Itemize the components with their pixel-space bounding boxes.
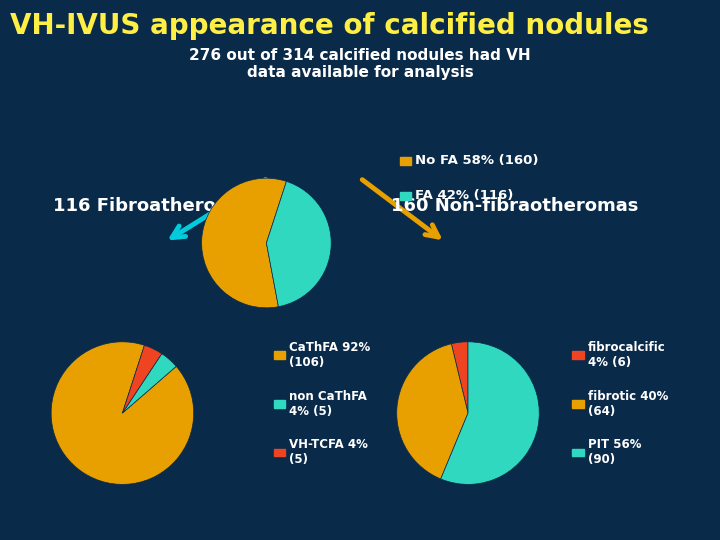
Wedge shape	[451, 342, 468, 413]
Wedge shape	[397, 344, 468, 479]
Wedge shape	[122, 354, 176, 413]
Text: 276 out of 314 calcified nodules had VH
data available for analysis: 276 out of 314 calcified nodules had VH …	[189, 48, 531, 80]
Wedge shape	[51, 342, 194, 484]
Text: fibrocalcific
4% (6): fibrocalcific 4% (6)	[588, 341, 666, 369]
Wedge shape	[122, 345, 162, 413]
Wedge shape	[441, 342, 539, 484]
Text: fibrotic 40%
(64): fibrotic 40% (64)	[588, 390, 668, 418]
Text: 116 Fibroatheromas: 116 Fibroatheromas	[53, 197, 257, 215]
Wedge shape	[266, 181, 331, 307]
Text: VH-TCFA 4%
(5): VH-TCFA 4% (5)	[289, 438, 368, 467]
Text: No FA 58% (160): No FA 58% (160)	[415, 154, 539, 167]
Text: PIT 56%
(90): PIT 56% (90)	[588, 438, 642, 467]
Text: non CaThFA
4% (5): non CaThFA 4% (5)	[289, 390, 367, 418]
Wedge shape	[202, 178, 287, 308]
Text: 160 Non-fibraotheromas: 160 Non-fibraotheromas	[391, 197, 639, 215]
Text: FA 42% (116): FA 42% (116)	[415, 190, 513, 202]
Text: CaThFA 92%
(106): CaThFA 92% (106)	[289, 341, 370, 369]
Text: VH-IVUS appearance of calcified nodules: VH-IVUS appearance of calcified nodules	[10, 12, 649, 40]
